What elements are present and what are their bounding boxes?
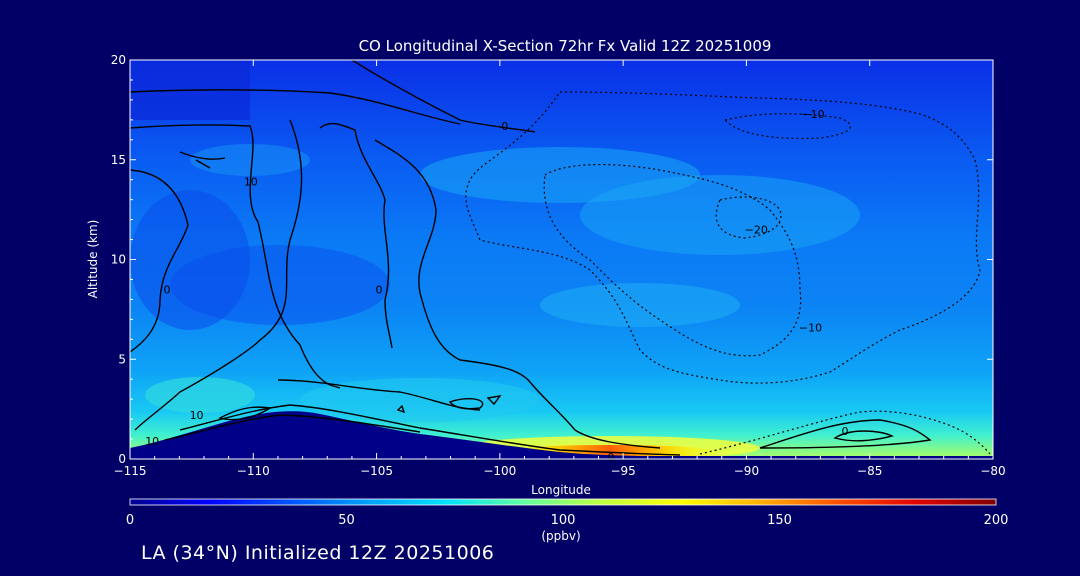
contour-labels: 0 10 0 0 10 10 0 0 −10 −20 −10 (145, 108, 848, 464)
y-tick-label: 0 (118, 452, 126, 466)
x-tick-label: −85 (857, 464, 882, 478)
chart-title: CO Longitudinal X-Section 72hr Fx Valid … (359, 37, 772, 55)
x-axis-label: Longitude (531, 483, 591, 497)
contour-label: 0 (842, 425, 849, 438)
colorbar-tick-label: 150 (767, 513, 792, 528)
y-tick-label: 10 (111, 253, 126, 267)
co-field (130, 60, 993, 459)
contour-label: −10 (799, 321, 822, 334)
contour-label: 10 (244, 176, 258, 189)
contour-label: 10 (145, 435, 159, 448)
contour-label: 0 (376, 283, 383, 296)
contour-label: −10 (801, 108, 824, 121)
x-tick-label: −90 (734, 464, 759, 478)
y-tick-label: 5 (118, 352, 126, 366)
contour-label: 10 (190, 409, 204, 422)
y-tick-label: 20 (111, 53, 126, 67)
colorbar-tick-label: 100 (551, 513, 576, 528)
y-axis: 0 5 10 15 20 (111, 53, 993, 466)
footer-caption: LA (34°N) Initialized 12Z 20251006 (141, 542, 495, 564)
x-tick-label: −110 (237, 464, 270, 478)
colorbar-tick-label: 50 (338, 513, 355, 528)
colorbar-units: (ppbv) (541, 529, 580, 543)
contour-label: 0 (607, 451, 614, 464)
x-tick-label: −95 (610, 464, 635, 478)
y-axis-label: Altitude (km) (86, 220, 100, 299)
contour-label: 0 (501, 120, 508, 133)
colorbar-tick-label: 0 (126, 513, 134, 528)
x-tick-label: −115 (114, 464, 147, 478)
x-tick-label: −80 (980, 464, 1005, 478)
contour-label: 0 (163, 283, 170, 296)
y-tick-label: 15 (111, 153, 126, 167)
contours-dotted (465, 91, 991, 455)
x-axis: −115 −110 −105 −100 −95 −90 −85 −80 (114, 60, 1006, 478)
x-tick-label: −105 (360, 464, 393, 478)
contours-solid (129, 59, 932, 456)
colorbar (129, 498, 997, 506)
x-tick-label: −100 (483, 464, 516, 478)
colorbar-tick-label: 200 (984, 513, 1009, 528)
contour-label: −20 (745, 224, 768, 237)
colorbar-ticks: 0 50 100 150 200 (126, 513, 1009, 528)
